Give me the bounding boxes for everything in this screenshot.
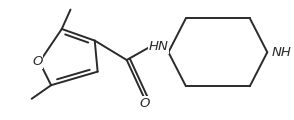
Text: HN: HN bbox=[149, 40, 169, 53]
Text: O: O bbox=[139, 97, 149, 110]
Text: NH: NH bbox=[271, 46, 291, 59]
Text: O: O bbox=[32, 55, 43, 68]
